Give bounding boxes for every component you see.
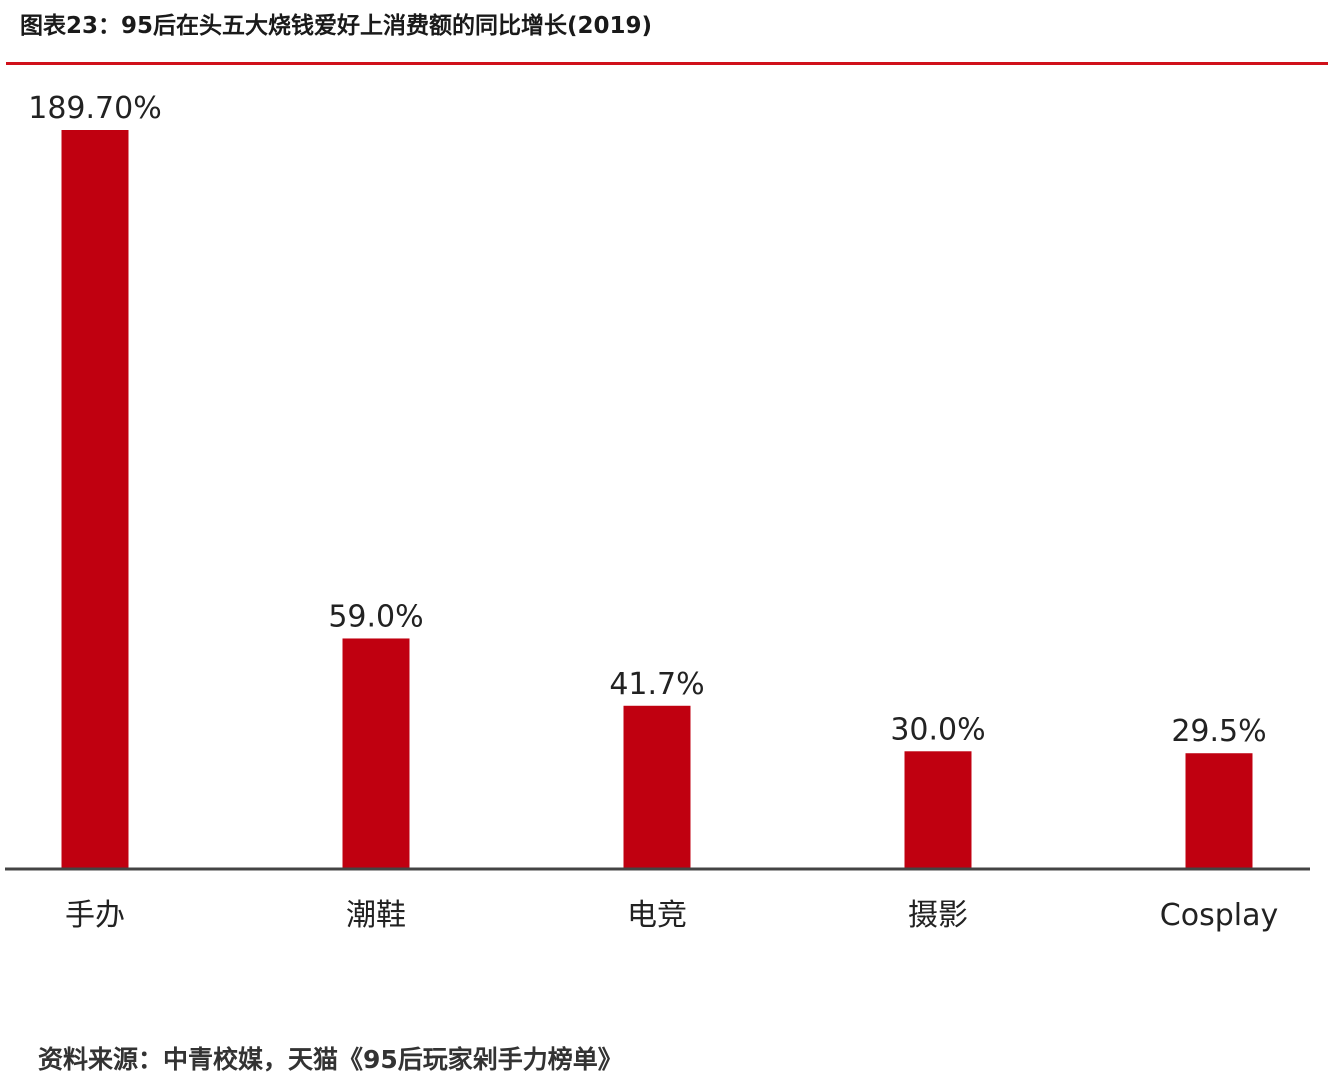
value-label-4: 29.5% (1171, 714, 1266, 749)
title-divider (6, 62, 1328, 65)
category-label-3: 摄影 (908, 898, 968, 933)
category-label-1: 潮鞋 (346, 898, 406, 933)
bar-chart: 189.70% 手办 59.0% 潮鞋 41.7% 电竞 30.0% 摄影 29.5% Cospl… (5, 91, 1310, 933)
category-label-4: Cosplay (1160, 898, 1278, 933)
labels-layer: 189.70% 手办 59.0% 潮鞋 41.7% 电竞 30.0% 摄影 29.5% Cospl… (28, 91, 1278, 933)
bar-0 (61, 130, 129, 868)
category-label-2: 电竞 (627, 898, 687, 933)
bars-layer (61, 130, 1253, 868)
bar-4 (1185, 753, 1253, 868)
bar-3 (904, 751, 972, 868)
category-label-0: 手办 (65, 898, 125, 933)
value-label-1: 59.0% (328, 599, 423, 634)
bar-2 (623, 705, 691, 868)
value-label-2: 41.7% (609, 667, 704, 702)
value-label-3: 30.0% (890, 712, 985, 747)
bar-1 (342, 638, 410, 868)
source-note: 资料来源：中青校媒，天猫《95后玩家剁手力榜单》 (38, 1045, 623, 1074)
chart-title: 图表23：95后在头五大烧钱爱好上消费额的同比增长(2019) (20, 13, 653, 39)
value-label-0: 189.70% (28, 91, 161, 126)
